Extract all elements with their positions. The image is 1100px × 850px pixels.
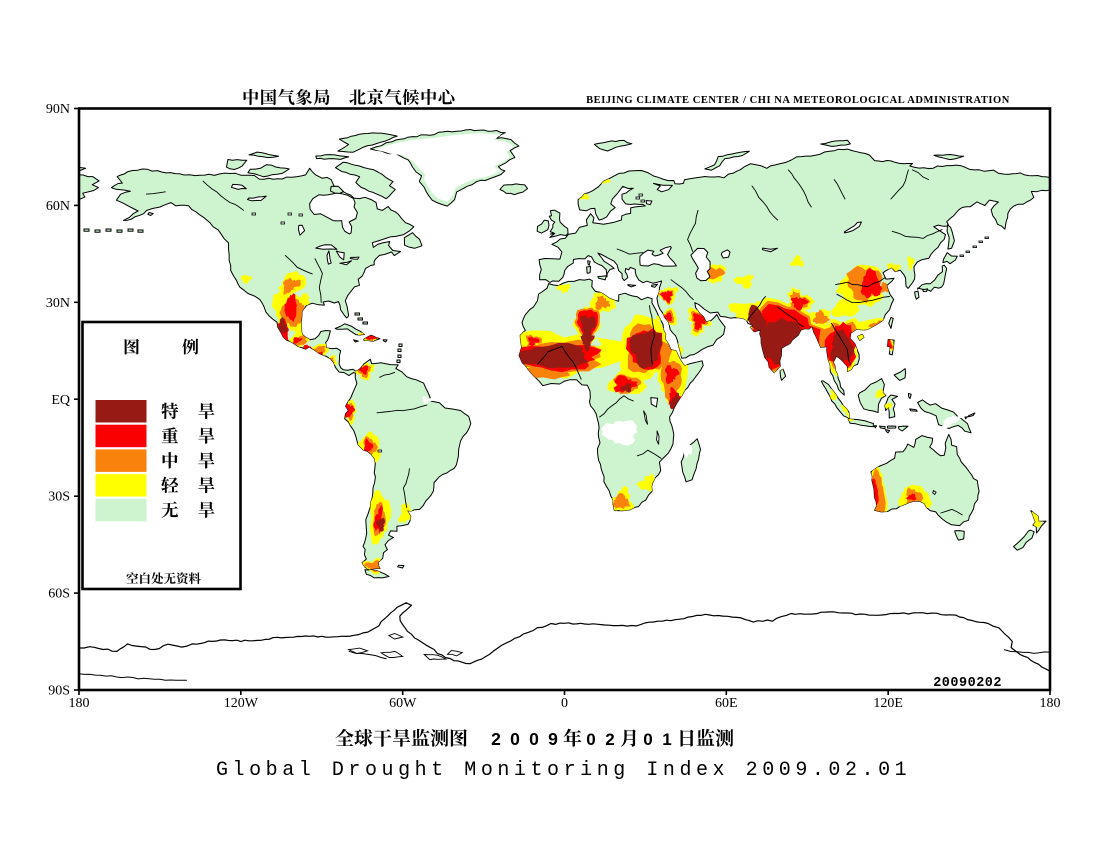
svg-text:2: 2 bbox=[605, 730, 614, 749]
svg-text:60E: 60E bbox=[715, 696, 738, 711]
svg-text:EQ: EQ bbox=[51, 393, 70, 408]
svg-text:0: 0 bbox=[529, 729, 539, 749]
svg-text:120W: 120W bbox=[224, 696, 259, 711]
svg-text:Global Drought Monitoring Inde: Global Drought Monitoring Index 2009.02.… bbox=[216, 759, 911, 782]
svg-text:0: 0 bbox=[643, 730, 652, 749]
svg-text:90N: 90N bbox=[46, 102, 70, 117]
svg-text:30N: 30N bbox=[46, 296, 70, 311]
svg-text:60W: 60W bbox=[389, 696, 417, 711]
svg-text:0: 0 bbox=[510, 729, 520, 749]
svg-text:180: 180 bbox=[1040, 696, 1061, 711]
svg-text:180: 180 bbox=[69, 696, 90, 711]
svg-text:0: 0 bbox=[561, 696, 568, 711]
svg-text:30S: 30S bbox=[48, 490, 70, 505]
svg-text:90S: 90S bbox=[48, 684, 70, 699]
svg-text:120E: 120E bbox=[873, 696, 903, 711]
svg-text:9: 9 bbox=[548, 729, 558, 749]
svg-text:1: 1 bbox=[662, 730, 671, 749]
svg-text:20090202: 20090202 bbox=[933, 676, 1002, 691]
svg-text:60S: 60S bbox=[48, 587, 70, 602]
svg-text:BEIJING CLIMATE CENTER / CHI N: BEIJING CLIMATE CENTER / CHI NA METEOROL… bbox=[586, 95, 1010, 106]
svg-text:60N: 60N bbox=[46, 199, 70, 214]
svg-text:2: 2 bbox=[491, 729, 501, 749]
svg-text:0: 0 bbox=[586, 730, 595, 749]
